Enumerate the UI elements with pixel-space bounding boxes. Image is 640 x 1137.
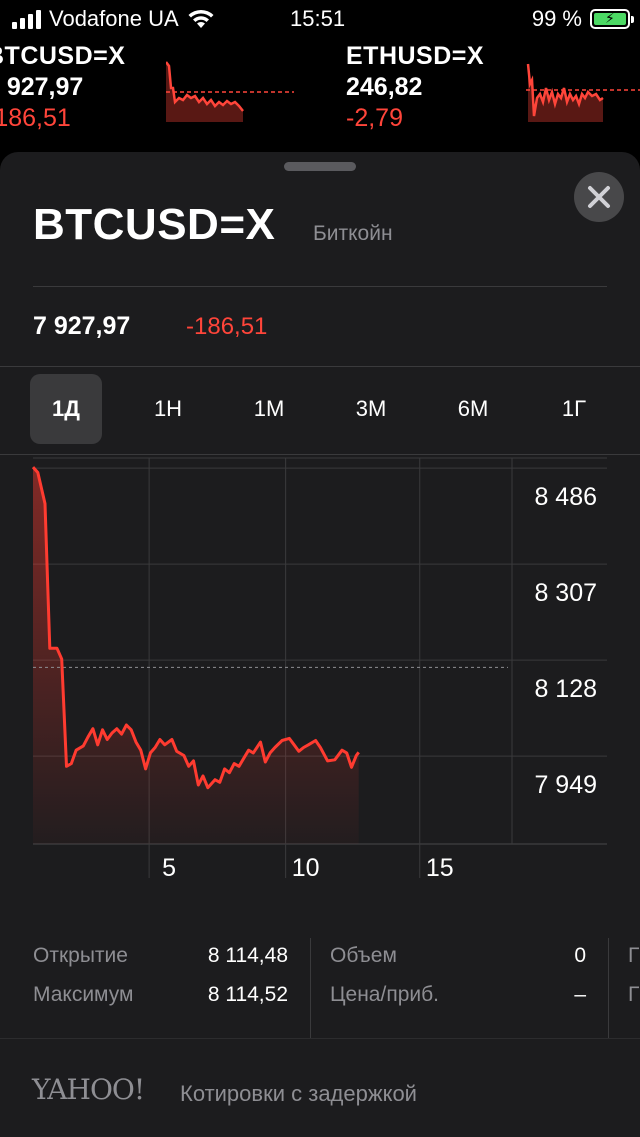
stat-value-pe: – — [574, 983, 586, 1006]
tab-3m[interactable]: 3М — [355, 396, 387, 421]
status-bar: Vodafone UA 15:51 99 % ⚡ — [0, 0, 640, 40]
signal-icon — [12, 9, 41, 29]
divider — [33, 286, 607, 287]
range-tabs: 1Д 1Н 1М 3М 6М 1Г — [0, 366, 640, 456]
x-tick-label: 5 — [162, 854, 176, 882]
ticker-symbol: BTCUSD=X — [0, 42, 126, 70]
tab-1m[interactable]: 1М — [253, 396, 285, 421]
y-tick-label: 8 486 — [534, 483, 597, 511]
carrier-name: Vodafone UA — [49, 6, 179, 31]
ticker-price: 246,82 — [346, 73, 423, 101]
ticker-change: -2,79 — [346, 104, 403, 132]
y-tick-label: 7 949 — [534, 771, 597, 799]
chart-area — [33, 467, 359, 844]
ticker-change: -186,51 — [0, 104, 71, 132]
stat-label-open: Открытие — [33, 944, 128, 967]
ticker-symbol: ETHUSD=X — [346, 42, 485, 70]
stat-value-open: 8 114,48 — [207, 944, 288, 967]
current-price: 7 927,97 — [33, 312, 131, 340]
y-axis-labels: 8 486 8 307 8 128 7 949 — [534, 483, 597, 799]
battery-percent: 99 % — [531, 6, 582, 31]
ticker-btc[interactable]: BTCUSD=X 7 927,97 -186,51 — [0, 42, 125, 142]
stats-panel: Открытие 8 114,48 Максимум 8 114,52 Объе… — [0, 938, 640, 1042]
stat-label-col3: Г — [628, 944, 640, 967]
stats-divider — [310, 938, 311, 1038]
status-time: 15:51 — [290, 6, 346, 31]
ticker-price: 7 927,97 — [0, 73, 84, 101]
stat-label-high: Максимум — [33, 983, 134, 1006]
stat-label-pe: Цена/приб. — [330, 983, 439, 1006]
close-icon — [588, 186, 610, 208]
wifi-icon — [188, 9, 214, 28]
stat-value-volume: 0 — [574, 944, 586, 967]
yahoo-logo[interactable]: YAHOO! — [32, 1073, 145, 1106]
x-tick-label: 10 — [292, 854, 320, 882]
price-chart[interactable]: 8 486 8 307 8 128 7 949 5 10 15 — [0, 454, 640, 894]
sheet-grabber[interactable] — [284, 162, 356, 171]
tab-1w[interactable]: 1Н — [153, 396, 183, 421]
divider — [0, 366, 640, 367]
stat-label-volume: Объем — [330, 944, 397, 967]
close-button[interactable] — [574, 172, 624, 222]
stat-label-col3: Г — [628, 983, 640, 1006]
chart-line — [31, 466, 360, 790]
charging-bolt-icon: ⚡ — [605, 10, 615, 26]
detail-sheet: BTCUSD=X Биткойн 7 927,97 -186,51 1Д 1Н … — [0, 152, 640, 1137]
stat-value-high: 8 114,52 — [207, 983, 288, 1006]
page-title: BTCUSD=X — [33, 200, 276, 249]
status-left: Vodafone UA — [12, 6, 215, 32]
x-tick-label: 15 — [426, 854, 454, 882]
ticker-eth[interactable]: ETHUSD=X 246,82 -2,79 — [346, 42, 484, 142]
y-tick-label: 8 128 — [534, 675, 597, 703]
tab-6m[interactable]: 6М — [457, 396, 489, 421]
ticker-eth-sparkline — [526, 63, 640, 122]
divider — [0, 454, 640, 455]
status-right: 99 % ⚡ — [531, 6, 634, 32]
price-change: -186,51 — [186, 313, 268, 340]
x-axis-labels: 5 10 15 — [162, 854, 453, 882]
company-name: Биткойн — [313, 222, 393, 245]
ticker-btc-sparkline — [166, 61, 294, 122]
battery-icon: ⚡ — [590, 9, 634, 29]
tab-1y[interactable]: 1Г — [561, 396, 587, 421]
tab-1d[interactable]: 1Д — [30, 374, 102, 444]
stats-divider — [608, 938, 609, 1038]
delayed-quotes-note: Котировки с задержкой — [180, 1081, 417, 1106]
y-tick-label: 8 307 — [534, 579, 597, 607]
footer: YAHOO! Котировки с задержкой — [0, 1038, 640, 1137]
